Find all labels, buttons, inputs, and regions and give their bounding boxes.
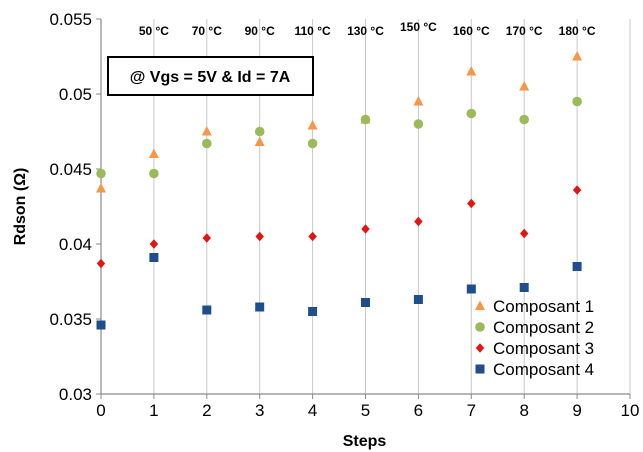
point-composant-2 — [360, 114, 371, 125]
x-tick-label: 8 — [519, 401, 528, 420]
point-composant-4 — [96, 320, 106, 330]
condition-annotation: @ Vgs = 5V & Id = 7A — [107, 56, 314, 96]
point-composant-2 — [96, 168, 106, 179]
temperature-label: 180 °C — [559, 24, 596, 38]
temperature-label: 130 °C — [347, 24, 384, 38]
point-composant-3 — [361, 224, 370, 234]
legend-label: Composant 2 — [493, 318, 594, 337]
point-composant-1 — [96, 183, 106, 193]
x-tick-label: 4 — [308, 401, 317, 420]
temperature-labels: 50 °C 70 °C 90 °C 110 °C 130 °C 150 °C 160 °C 1… — [139, 20, 596, 38]
temperature-label: 70 °C — [192, 24, 222, 38]
point-composant-4 — [519, 283, 529, 292]
point-composant-1 — [148, 148, 159, 158]
y-tick-label: 0.03 — [59, 385, 92, 404]
point-composant-4 — [572, 262, 582, 271]
y-tick-label: 0.055 — [49, 10, 92, 29]
point-composant-3 — [520, 228, 529, 239]
legend-marker-3 — [475, 343, 485, 353]
point-composant-4 — [361, 298, 370, 307]
point-composant-1 — [519, 81, 530, 91]
legend-label: Composant 1 — [493, 297, 594, 316]
point-composant-2 — [202, 138, 212, 149]
x-tick-label: 5 — [361, 401, 370, 420]
x-tick-label: 10 — [621, 401, 640, 420]
y-tick-label: 0.035 — [49, 310, 92, 329]
condition-text: @ Vgs = 5V & Id = 7A — [130, 69, 291, 86]
point-composant-2 — [307, 138, 318, 149]
point-composant-1 — [466, 66, 477, 76]
point-composant-1 — [572, 51, 583, 61]
point-composant-3 — [308, 231, 317, 242]
temperature-label: 170 °C — [506, 24, 543, 38]
y-tick-label: 0.05 — [59, 85, 92, 104]
point-composant-2 — [519, 114, 529, 125]
legend-label: Composant 4 — [493, 360, 594, 379]
y-tick-label: 0.04 — [59, 235, 92, 254]
point-composant-2 — [413, 119, 424, 129]
point-composant-3 — [572, 185, 582, 195]
data-points — [96, 51, 583, 330]
point-composant-3 — [96, 258, 106, 269]
point-composant-4 — [308, 307, 318, 316]
point-composant-4 — [149, 253, 159, 262]
temperature-label: 90 °C — [245, 24, 275, 38]
point-composant-1 — [254, 136, 265, 146]
point-composant-3 — [202, 233, 211, 243]
point-composant-4 — [202, 305, 212, 315]
point-composant-4 — [466, 284, 476, 294]
point-composant-1 — [413, 96, 424, 106]
x-tick-label: 3 — [255, 401, 264, 420]
y-tick-label: 0.045 — [49, 160, 92, 179]
x-tick-label: 2 — [202, 401, 211, 420]
point-composant-2 — [572, 96, 582, 107]
condition-box — [107, 56, 314, 96]
point-composant-1 — [201, 126, 212, 136]
temperature-label: 160 °C — [453, 24, 490, 38]
point-composant-3 — [414, 216, 423, 227]
legend: Composant 1 Composant 2 Composant 3 Composa… — [475, 297, 594, 379]
point-composant-4 — [413, 295, 423, 304]
point-composant-4 — [255, 302, 265, 312]
legend-marker-4 — [475, 364, 485, 374]
point-composant-3 — [149, 239, 159, 249]
legend-marker-1 — [475, 300, 485, 310]
temperature-label: 150 °C — [400, 20, 437, 34]
legend-marker-2 — [475, 322, 485, 332]
x-tick-label: 1 — [149, 401, 158, 420]
y-axis-title: Rdson (Ω) — [12, 168, 29, 246]
point-composant-3 — [255, 231, 264, 242]
x-tick-label: 7 — [467, 401, 476, 420]
point-composant-1 — [307, 120, 318, 130]
x-tick-label: 6 — [414, 401, 423, 420]
temperature-label: 110 °C — [295, 24, 331, 38]
axes: 0.03 0.035 0.04 0.045 0.05 0.055 0 1 2 3 4 5 6 7 8 9 10 — [49, 10, 639, 420]
point-composant-2 — [149, 168, 159, 179]
legend-label: Composant 3 — [493, 339, 594, 358]
x-axis-title: Steps — [343, 433, 387, 450]
x-tick-label: 0 — [96, 401, 105, 420]
point-composant-3 — [467, 198, 476, 209]
point-composant-2 — [254, 126, 265, 137]
x-tick-label: 9 — [572, 401, 581, 420]
temperature-label: 50 °C — [139, 24, 169, 38]
point-composant-2 — [466, 108, 477, 119]
